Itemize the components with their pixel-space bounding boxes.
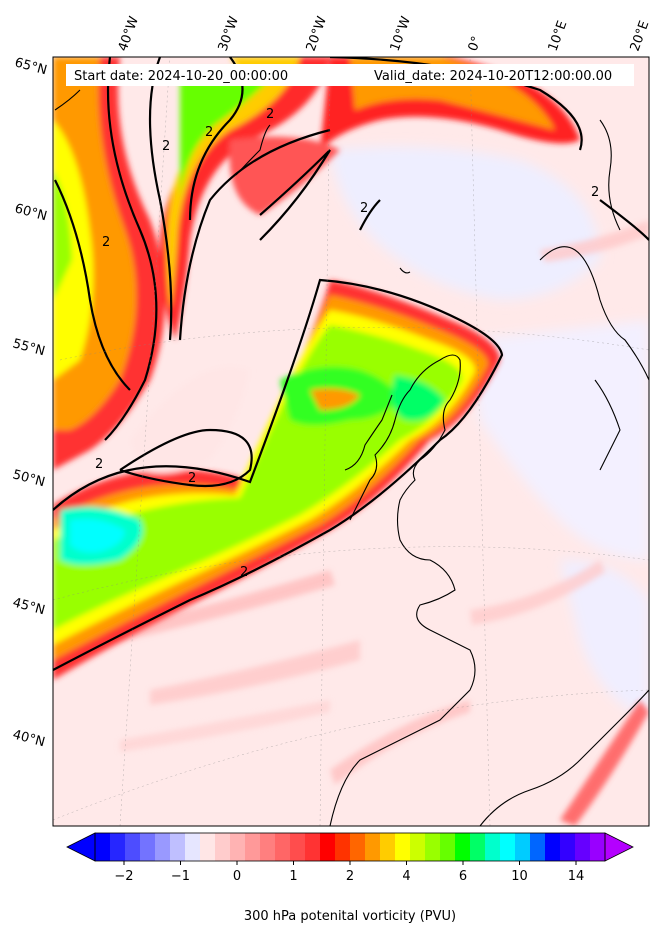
colorbar-segment <box>515 833 531 861</box>
colorbar-segment <box>140 833 156 861</box>
colorbar-segment <box>560 833 576 861</box>
colorbar-segment <box>365 833 381 861</box>
colorbar-tick-label: −1 <box>171 869 190 884</box>
pv-streamer-north <box>53 57 580 470</box>
colorbar-segment <box>305 833 321 861</box>
colorbar-segment <box>500 833 516 861</box>
colorbar-segment <box>200 833 216 861</box>
contour-label: 2 <box>266 107 274 122</box>
coastlines <box>54 89 649 826</box>
colorbar-segment <box>170 833 186 861</box>
colorbar-segment <box>230 833 246 861</box>
lat-label: 60°N <box>13 201 49 224</box>
header-box <box>66 64 634 86</box>
colorbar-tick-label: 6 <box>459 869 467 884</box>
contour-labels: 2 2 2 2 2 2 2 2 2 <box>95 107 599 580</box>
colorbar-segment <box>155 833 171 861</box>
contour-label: 2 <box>360 201 368 216</box>
contour-label: 2 <box>162 139 170 154</box>
colorbar-segment <box>455 833 471 861</box>
colorbar-segment <box>185 833 201 861</box>
lon-label: 40°W <box>116 14 142 53</box>
colorbar-segment <box>530 833 546 861</box>
lat-label: 65°N <box>13 55 49 78</box>
colorbar-segment <box>410 833 426 861</box>
contour-label: 2 <box>205 125 213 140</box>
lon-label: 0° <box>466 34 485 53</box>
colorbar-segment <box>260 833 276 861</box>
colorbar-tick-label: 10 <box>511 869 528 884</box>
valid-date-text: Valid_date: 2024-10-20T12:00:00.00 <box>374 69 612 84</box>
contour-label: 2 <box>591 185 599 200</box>
lon-label: 10°W <box>388 14 414 53</box>
graticule <box>53 57 649 826</box>
colorbar-segment <box>590 833 606 861</box>
colorbar-tick-label: 4 <box>402 869 410 884</box>
lon-label: 30°W <box>216 14 242 53</box>
pv-contour-2 <box>53 57 649 671</box>
colorbar-tick-label: 1 <box>289 869 297 884</box>
colorbar-segment <box>380 833 396 861</box>
contour-label: 2 <box>188 471 196 486</box>
colorbar-segment <box>350 833 366 861</box>
colorbar-segment <box>125 833 141 861</box>
colorbar-segment <box>320 833 336 861</box>
lat-label: 40°N <box>11 727 47 750</box>
colorbar-tick-label: −2 <box>114 869 133 884</box>
colorbar-segment <box>575 833 591 861</box>
colorbar-segment <box>110 833 126 861</box>
colorbar-segment <box>485 833 501 861</box>
colorbar-under-arrow <box>66 832 96 862</box>
colorbar-segment <box>395 833 411 861</box>
lat-labels: 65°N 60°N 55°N 50°N 45°N 40°N <box>11 55 49 750</box>
lat-label: 55°N <box>11 336 47 359</box>
colorbar-label: 300 hPa potenital vorticity (PVU) <box>244 909 456 924</box>
contour-label: 2 <box>102 235 110 250</box>
colorbar-tick-label: 0 <box>233 869 241 884</box>
pv-field-map[interactable]: 2 2 2 2 2 2 2 2 2 <box>53 57 649 826</box>
colorbar-segment <box>470 833 486 861</box>
colorbar: −2 −1 0 1 2 4 6 10 14 300 hPa potenital vorticit… <box>66 832 634 924</box>
lon-label: 10°E <box>546 19 571 54</box>
contour-label: 2 <box>95 457 103 472</box>
colorbar-tick-label: 14 <box>568 869 585 884</box>
lon-label: 20°W <box>304 14 330 53</box>
colorbar-segment <box>275 833 291 861</box>
lon-labels: 40°W 30°W 20°W 10°W 0° 10°E 20°E <box>116 14 653 53</box>
contour-label: 2 <box>240 565 248 580</box>
colorbar-tick-label: 2 <box>346 869 354 884</box>
colorbar-segment <box>545 833 561 861</box>
low-pv-region <box>330 146 649 720</box>
colorbar-segment <box>290 833 306 861</box>
map-frame <box>52 56 650 827</box>
colorbar-segment <box>95 833 111 861</box>
colorbar-segment <box>440 833 456 861</box>
colorbar-segment <box>425 833 441 861</box>
lon-label: 20°E <box>628 19 653 54</box>
colorbar-segment <box>245 833 261 861</box>
lat-label: 45°N <box>11 595 47 618</box>
colorbar-over-arrow <box>604 832 634 862</box>
colorbar-segment <box>335 833 351 861</box>
lat-label: 50°N <box>11 467 47 490</box>
pv-trough <box>53 280 500 680</box>
colorbar-segment <box>215 833 231 861</box>
start-date-text: Start date: 2024-10-20_00:00:00 <box>74 69 288 84</box>
